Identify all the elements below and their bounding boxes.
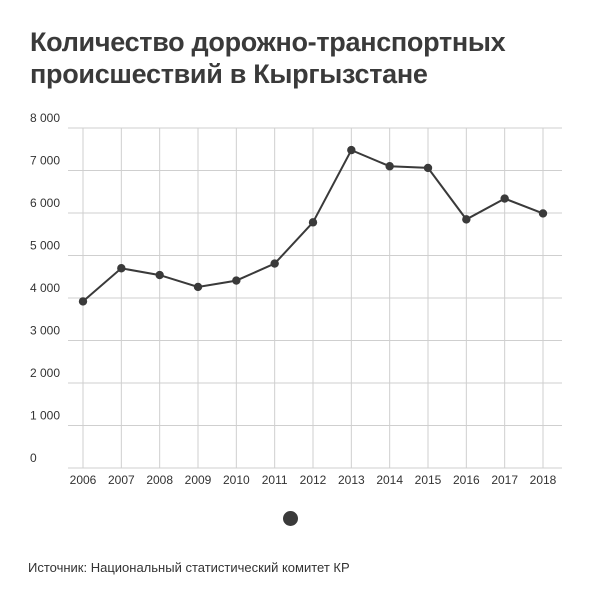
data-point [78, 297, 88, 306]
y-tick-label: 7 000 [30, 154, 60, 168]
data-point [117, 264, 126, 273]
x-tick-label: 2006 [70, 473, 97, 487]
y-tick-label: 6 000 [30, 196, 60, 210]
x-tick-label: 2009 [185, 473, 212, 487]
x-tick-label: 2018 [530, 473, 557, 487]
y-tick-label: 0 [30, 451, 37, 465]
data-point [462, 215, 471, 224]
data-point [232, 276, 241, 285]
y-tick-label: 5 000 [30, 239, 60, 253]
chart-title-line-1: Количество дорожно-транспортных [30, 27, 506, 57]
y-tick-label: 3 000 [30, 324, 60, 338]
x-tick-label: 2007 [108, 473, 135, 487]
data-point [308, 218, 318, 227]
legend-marker [283, 511, 298, 526]
axis-ticks: 0 1 000 2 000 3 000 4 000 5 000 6 000 7 000 8 00… [30, 111, 557, 487]
chart-title: Количество дорожно-транспортных происшес… [30, 26, 570, 90]
data-point [423, 163, 433, 173]
x-tick-label: 2013 [338, 473, 365, 487]
x-tick-label: 2014 [376, 473, 403, 487]
x-tick-label: 2015 [415, 473, 442, 487]
data-point [270, 259, 279, 268]
x-tick-label: 2017 [491, 473, 518, 487]
y-tick-label: 1 000 [30, 409, 60, 423]
data-point [155, 270, 164, 280]
data-point [193, 282, 203, 292]
data-points [78, 145, 548, 306]
data-point [347, 145, 356, 155]
y-tick-label: 8 000 [30, 111, 60, 125]
source-note: Источник: Национальный статистический ко… [28, 560, 350, 575]
x-tick-label: 2008 [146, 473, 173, 487]
chart-title-line-2: происшествий в Кыргызстане [30, 59, 428, 89]
grid [68, 127, 562, 469]
x-tick-label: 2010 [223, 473, 250, 487]
data-point [538, 209, 548, 218]
y-tick-label: 4 000 [30, 281, 60, 295]
y-tick-label: 2 000 [30, 366, 60, 380]
x-tick-label: 2016 [453, 473, 480, 487]
data-point [500, 194, 509, 203]
data-point [385, 162, 394, 171]
x-tick-label: 2011 [262, 473, 288, 487]
x-tick-label: 2012 [300, 473, 327, 487]
